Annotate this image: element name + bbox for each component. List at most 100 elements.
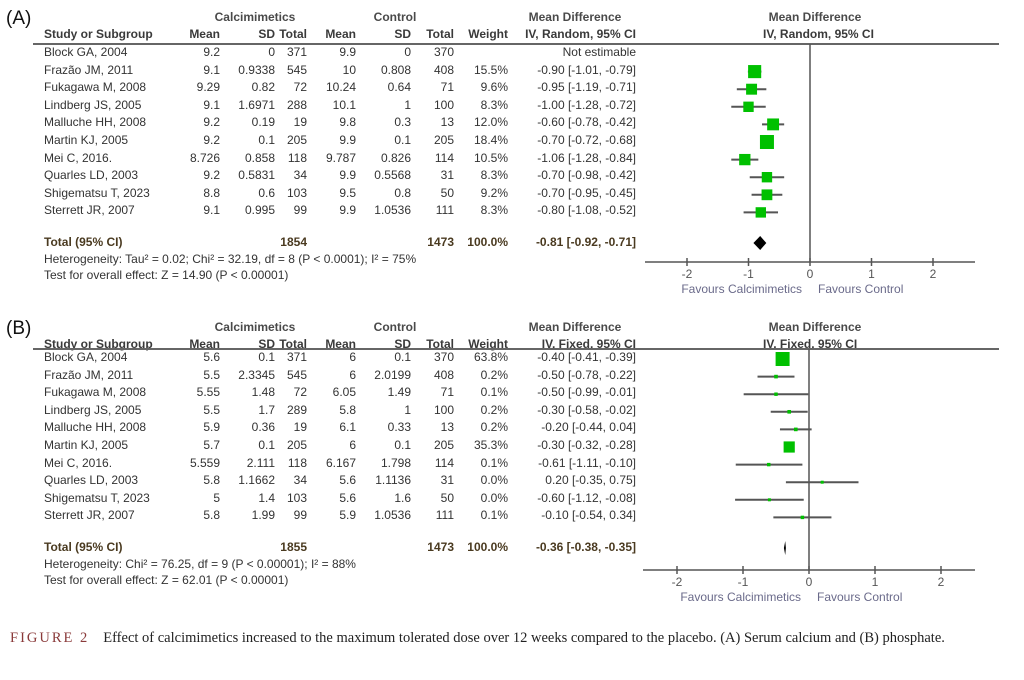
- effect-ci: 0.20 [-0.35, 0.75]: [545, 473, 636, 488]
- group-header-control: Control: [373, 10, 417, 24]
- study-point-estimate: [761, 189, 773, 201]
- study-name: Martin KJ, 2005: [44, 438, 129, 452]
- study-point-estimate: [743, 101, 754, 112]
- column-header-ctrl-mean: Mean: [325, 337, 356, 351]
- exp-total: 545: [286, 367, 307, 382]
- study-name: Malluche HH, 2008: [44, 420, 147, 435]
- ctrl-sd: 1.6: [394, 490, 411, 505]
- total-effect-ci: -0.36 [-0.38, -0.35]: [535, 540, 636, 554]
- effect-ci: -0.60 [-0.78, -0.42]: [537, 115, 636, 130]
- exp-total: 289: [286, 402, 307, 417]
- exp-total: 205: [286, 438, 307, 452]
- ctrl-mean: 9.5: [339, 185, 356, 200]
- exp-total: 103: [286, 490, 307, 505]
- weight: 35.3%: [473, 438, 508, 452]
- x-tick-label: -2: [682, 267, 693, 281]
- ctrl-total: 408: [433, 62, 454, 77]
- effect-ci: -0.80 [-1.08, -0.52]: [537, 203, 636, 218]
- study-name: Quarles LD, 2003: [44, 168, 139, 183]
- study-name: Lindberg JS, 2005: [44, 97, 142, 112]
- column-header-weight: Weight: [468, 27, 508, 41]
- ctrl-sd: 2.0199: [374, 367, 411, 382]
- x-tick-label: -2: [672, 575, 683, 589]
- ctrl-sd: 1.0536: [374, 203, 411, 218]
- ctrl-total: 111: [435, 508, 454, 523]
- ctrl-total: 114: [434, 455, 454, 470]
- exp-mean: 8.8: [203, 185, 220, 200]
- ctrl-mean: 9.9: [339, 203, 356, 218]
- exp-mean: 5.5: [203, 367, 220, 382]
- ctrl-mean: 10: [342, 62, 356, 77]
- exp-mean: 5.8: [203, 508, 220, 523]
- column-header-ctrl-total: Total: [426, 337, 454, 351]
- ctrl-mean: 10.1: [332, 97, 356, 112]
- study-point-estimate: [774, 392, 778, 396]
- exp-sd: 0.1: [258, 438, 275, 452]
- mean-difference-header: Mean Difference: [528, 10, 622, 24]
- exp-sd: 1.99: [251, 508, 275, 523]
- ctrl-mean: 10.24: [325, 80, 356, 95]
- effect-ci: -0.70 [-0.98, -0.42]: [537, 168, 636, 183]
- weight: 0.0%: [480, 490, 508, 505]
- ctrl-sd: 1.0536: [374, 508, 411, 523]
- exp-sd: 1.1662: [238, 473, 275, 488]
- column-header-study: Study or Subgroup: [44, 27, 153, 41]
- study-point-estimate: [800, 515, 805, 520]
- figure-label: FIGURE 2: [10, 630, 90, 646]
- ctrl-sd: 0.64: [387, 80, 411, 95]
- effect-ci: -1.06 [-1.28, -0.84]: [537, 150, 636, 165]
- exp-mean: 5.5: [203, 402, 220, 417]
- exp-sd: 2.111: [246, 455, 275, 470]
- ctrl-sd: 1.49: [387, 385, 411, 400]
- study-point-estimate: [748, 65, 762, 79]
- ctrl-mean: 5.6: [339, 473, 356, 488]
- figure-caption: FIGURE 2 Effect of calcimimetics increase…: [10, 627, 1015, 649]
- total-ctrl: 1473: [427, 235, 454, 249]
- column-header-exp-sd: SD: [258, 27, 275, 41]
- exp-sd: 2.3345: [238, 367, 275, 382]
- exp-total: 288: [286, 97, 307, 112]
- header-divider: [33, 348, 999, 350]
- exp-total: 103: [286, 185, 307, 200]
- weight: 0.2%: [480, 367, 508, 382]
- x-tick-label: -1: [743, 267, 754, 281]
- overall-effect-text: Test for overall effect: Z = 62.01 (P < …: [44, 573, 289, 587]
- favours-left-label: Favours Calcimimetics: [680, 590, 801, 604]
- ctrl-mean: 6: [349, 367, 356, 382]
- plot-mean-difference-header: Mean Difference: [768, 10, 862, 24]
- header-divider: [33, 43, 999, 45]
- exp-mean: 9.2: [203, 45, 220, 59]
- ctrl-mean: 9.9: [339, 133, 356, 147]
- exp-sd: 0.9338: [238, 62, 275, 77]
- study-name: Block GA, 2004: [44, 45, 128, 59]
- ctrl-sd: 0.1: [394, 350, 411, 364]
- heterogeneity-text: Heterogeneity: Tau² = 0.02; Chi² = 32.19…: [44, 252, 417, 266]
- weight: 18.4%: [473, 133, 508, 147]
- x-tick-label: 1: [868, 267, 875, 281]
- study-point-estimate: [767, 462, 771, 467]
- ctrl-total: 205: [433, 133, 454, 147]
- column-header-exp-mean: Mean: [189, 27, 220, 41]
- study-name: Quarles LD, 2003: [44, 473, 139, 488]
- effect-ci: -0.90 [-1.01, -0.79]: [537, 62, 636, 77]
- panel-label: (A): [6, 8, 32, 29]
- exp-mean: 8.726: [189, 150, 220, 165]
- weight: 10.5%: [473, 150, 508, 165]
- study-name: Mei C, 2016.: [44, 455, 113, 470]
- ctrl-sd: 0.1: [394, 133, 411, 147]
- ctrl-total: 114: [434, 150, 454, 165]
- weight: 12.0%: [473, 115, 508, 130]
- forest-plot-panel-b: (B) Calcimimetics Control Mean Difference Me…: [0, 310, 1024, 610]
- study-name: Shigematsu T, 2023: [44, 185, 150, 200]
- exp-mean: 9.1: [203, 62, 220, 77]
- weight: 0.0%: [480, 473, 508, 488]
- ctrl-mean: 9.8: [339, 115, 356, 130]
- favours-right-label: Favours Control: [818, 282, 903, 296]
- ctrl-mean: 6: [349, 438, 356, 452]
- column-header-exp-total: Total: [279, 27, 307, 41]
- exp-mean: 5.6: [203, 350, 220, 364]
- column-header-exp-total: Total: [279, 337, 307, 351]
- exp-mean: 5.55: [196, 385, 220, 400]
- exp-total: 19: [293, 420, 307, 435]
- exp-sd: 0.858: [244, 150, 275, 165]
